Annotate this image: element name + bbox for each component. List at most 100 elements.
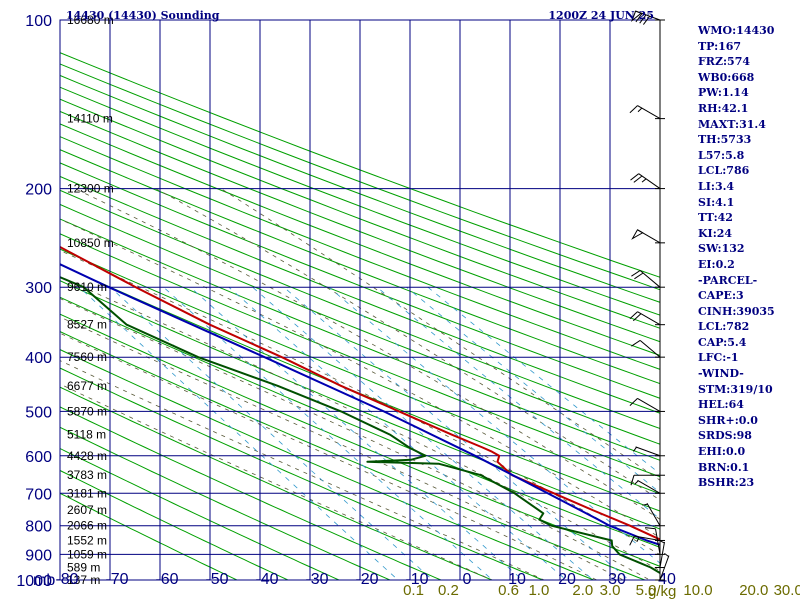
- height-labels: 16680 m 14110 m 12300 m 10850 m 9610 m 8527 m…: [67, 13, 114, 587]
- index-item: LCL:782: [698, 320, 750, 334]
- wind-barb-half: [632, 446, 637, 452]
- index-item: FRZ:574: [698, 55, 751, 69]
- wind-barb-full: [629, 105, 638, 114]
- mixing-ratio-tick-label: 0.6: [498, 582, 519, 599]
- pressure-tick-label: 800: [25, 519, 52, 536]
- wind-barb-full: [643, 15, 651, 25]
- mixing-ratio-tick-label: 5.0: [636, 582, 657, 599]
- wind-barb-shaft: [639, 270, 661, 288]
- height-label: 1059 m: [67, 547, 107, 561]
- mixing-ratio-line: [110, 286, 434, 580]
- index-item: SHR+:0.0: [698, 413, 758, 427]
- wind-barb-full: [645, 527, 656, 530]
- height-label: 1552 m: [67, 534, 107, 548]
- wind-barb-half: [659, 540, 665, 544]
- dry-adiabat-line: [60, 469, 290, 580]
- mixing-ratio-tick-label: 0.1: [403, 582, 424, 599]
- temperature-tick-label: -20: [355, 571, 378, 588]
- height-label: 5118 m: [67, 428, 106, 442]
- height-label: 2607 m: [67, 503, 107, 517]
- height-label: 3181 m: [67, 486, 107, 500]
- wind-barb-full: [639, 14, 647, 24]
- wind-barb-full: [629, 398, 638, 406]
- temperature-axis-labels: -80 -70 -60 -50 -40 -30 -20 -10 0 10 20 30 40: [55, 571, 676, 588]
- mixing-ratio-tick-label: 10.0: [683, 582, 712, 599]
- mixing-ratio-unit-label: g/kg: [648, 583, 676, 600]
- sounding-title: 14430 (14430) Sounding: [66, 9, 220, 22]
- pressure-tick-label: 200: [25, 182, 52, 199]
- mixing-ratio-labels: 0.10.20.61.02.03.05.010.020.030.040: [403, 582, 800, 599]
- wind-barb-full: [630, 173, 640, 181]
- wind-barb-pennant: [630, 10, 643, 23]
- temperature-tick-label: -40: [255, 571, 278, 588]
- wind-barb-shaft: [637, 311, 661, 326]
- sounding-profiles: [60, 245, 660, 575]
- wind-barb-half: [634, 480, 639, 485]
- temperature-tick-label: -60: [155, 571, 178, 588]
- index-item: CAP:5.4: [698, 335, 747, 349]
- stability-indices-panel: WMO:14430 TP:167 FRZ:574 WB0:668 PW:1.14 RH:4…: [698, 23, 775, 491]
- index-item: BRN:0.1: [698, 460, 750, 474]
- temperature-tick-label: 0: [463, 571, 472, 588]
- index-item: BSHR:23: [698, 476, 755, 490]
- moist-adiabat-line: [220, 188, 660, 481]
- index-item: EI:0.2: [698, 257, 735, 271]
- wind-barb-shaft: [637, 397, 661, 412]
- index-item: -WIND-: [698, 367, 744, 381]
- index-item: TT:42: [698, 211, 733, 225]
- height-label: 3783 m: [67, 468, 107, 482]
- index-item: TP:167: [698, 39, 742, 53]
- mixing-ratio-line: [283, 286, 630, 580]
- wind-barb-shaft: [646, 502, 661, 526]
- temperature-tick-label: -50: [205, 571, 228, 588]
- index-item: EHI:0.0: [698, 445, 746, 459]
- wind-barb-full: [631, 270, 641, 277]
- dry-adiabat-line: [60, 426, 392, 580]
- wind-barb-shaft: [655, 528, 661, 555]
- wind-barb-shaft: [637, 105, 661, 120]
- wind-barb-half: [636, 536, 640, 542]
- dry-adiabat-line: [60, 313, 660, 567]
- mixing-ratio-tick-label: 20.0: [739, 582, 768, 599]
- index-item: LFC:-1: [698, 351, 739, 365]
- temperature-tick-label: 20: [558, 571, 576, 588]
- temperature-tick-label: 30: [608, 571, 626, 588]
- height-label: 589 m: [67, 561, 100, 575]
- moist-adiabat-line: [74, 188, 660, 520]
- mixing-ratio-tick-label: 1.0: [528, 582, 549, 599]
- wind-barb-half: [642, 503, 648, 506]
- parcel-profile-line: [60, 263, 660, 546]
- dry-adiabat-line: [60, 492, 239, 580]
- isotherms: [60, 20, 660, 580]
- moist-adiabat-line: [60, 298, 651, 580]
- mixing-ratio-line: [427, 286, 660, 475]
- temperature-tick-label: -80: [55, 571, 78, 588]
- temperature-tick-label: -30: [305, 571, 328, 588]
- mixing-ratio-tick-label: 30.0: [774, 582, 800, 599]
- pressure-axis-labels: 100 200 300 400 500 600 700 800 900 1000: [16, 13, 52, 590]
- dry-adiabat-line: [60, 447, 341, 580]
- wind-barb-full: [635, 13, 643, 23]
- wind-barb-shaft: [639, 340, 661, 358]
- wind-barb-full: [630, 475, 635, 486]
- temperature-tick-label: -10: [405, 571, 428, 588]
- height-label: 2066 m: [67, 519, 107, 533]
- index-item: WMO:14430: [698, 24, 775, 37]
- wind-barb-full: [631, 339, 641, 347]
- index-item: SW:132: [698, 242, 745, 256]
- mixing-ratio-line: [252, 286, 594, 580]
- wind-barb-full: [634, 272, 644, 280]
- wind-barb-shaft: [637, 479, 661, 494]
- index-item: LCL:786: [698, 164, 750, 178]
- wind-barb-full: [633, 175, 643, 183]
